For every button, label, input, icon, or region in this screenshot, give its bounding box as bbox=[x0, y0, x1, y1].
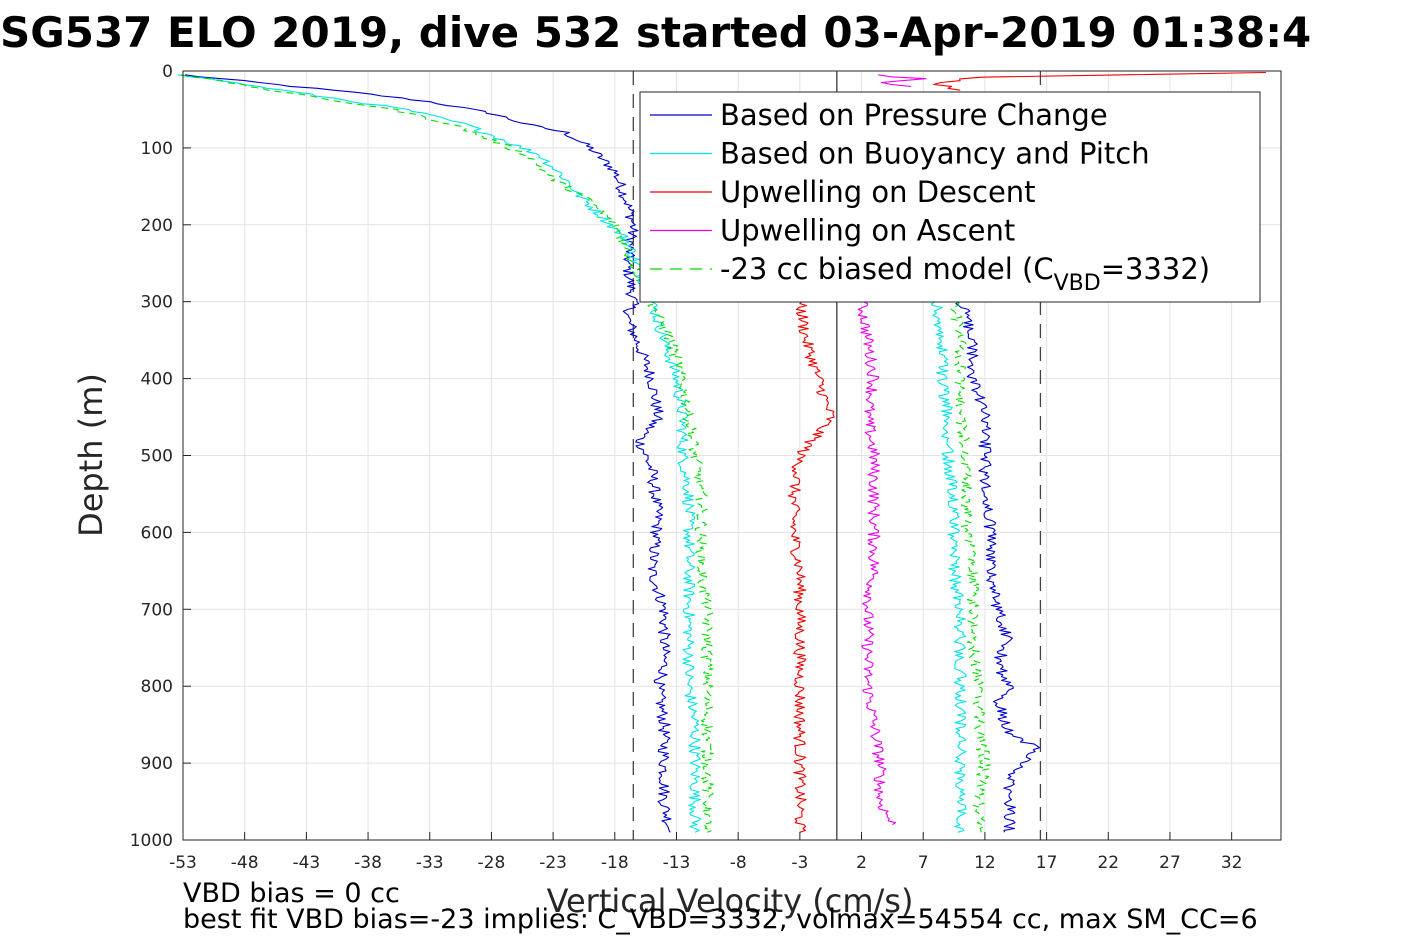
series-upwelling-descent-top bbox=[933, 71, 1266, 91]
x-tick-label: -23 bbox=[539, 853, 567, 873]
x-tick-label: 7 bbox=[918, 853, 929, 873]
series-buoyancy-pitch-descent bbox=[177, 74, 702, 833]
x-tick-label: -13 bbox=[663, 853, 691, 873]
legend-label: Based on Buoyancy and Pitch bbox=[720, 137, 1150, 171]
series-biased-model-descent bbox=[180, 74, 714, 833]
x-tick-labels: -53 -48 -43 -38 -33 -28 -23 -18 -13 -8 -3 2 7 12 17 22 2… bbox=[169, 853, 1242, 873]
legend-label: Upwelling on Descent bbox=[720, 175, 1036, 209]
y-tick-label: 800 bbox=[141, 677, 173, 697]
series-pressure-change-ascent bbox=[955, 301, 1040, 833]
y-tick-label: 0 bbox=[162, 62, 173, 82]
y-tick-label: 700 bbox=[141, 600, 173, 620]
legend-label-prefix: -23 cc biased model (C bbox=[720, 252, 1054, 286]
grid bbox=[182, 70, 1281, 841]
chart-title: SG537 ELO 2019, dive 532 started 03-Apr-… bbox=[0, 8, 1311, 57]
x-axis-label: Vertical Velocity (cm/s) bbox=[547, 882, 914, 920]
x-tick-label: -28 bbox=[478, 853, 506, 873]
x-tick-label: -48 bbox=[231, 853, 259, 873]
y-tick-label: 400 bbox=[141, 370, 173, 390]
y-axis-label: Depth (m) bbox=[72, 373, 110, 537]
plot-frame bbox=[182, 70, 1282, 841]
legend-label: Upwelling on Ascent bbox=[720, 214, 1015, 248]
x-tick-label: 27 bbox=[1159, 853, 1181, 873]
y-tick-label: 500 bbox=[141, 447, 173, 467]
legend: Based on Pressure Change Based on Buoyanc… bbox=[639, 91, 1261, 303]
x-tick-label: 12 bbox=[974, 853, 996, 873]
series-upwelling-ascent-ascent bbox=[857, 301, 897, 826]
y-tick-label: 1000 bbox=[130, 831, 173, 851]
legend-label-suffix: =3332) bbox=[1101, 252, 1210, 286]
legend-label: -23 cc biased model (CVBD=3332) bbox=[720, 252, 1210, 296]
x-tick-label: -33 bbox=[416, 853, 444, 873]
y-tick-labels: 0 100 200 300 400 500 600 700 800 900 1000 bbox=[130, 62, 173, 851]
legend-box bbox=[639, 91, 1261, 303]
y-tick-label: 100 bbox=[141, 139, 173, 159]
y-tick-label: 300 bbox=[141, 293, 173, 313]
x-tick-label: 17 bbox=[1036, 853, 1058, 873]
x-tick-label: -8 bbox=[730, 853, 747, 873]
series-upwelling-descent-descent bbox=[787, 301, 835, 833]
x-tick-label: 22 bbox=[1097, 853, 1119, 873]
legend-label-subscript: VBD bbox=[1054, 271, 1101, 296]
vbd-bias-note: VBD bias = 0 cc bbox=[183, 878, 400, 909]
series-upwelling-ascent-top bbox=[878, 74, 927, 87]
y-tick-label: 200 bbox=[141, 216, 173, 236]
x-tick-label: 32 bbox=[1221, 853, 1243, 873]
best-fit-note: best fit VBD bias=-23 implies: C_VBD=333… bbox=[183, 904, 1258, 935]
series-pressure-change-descent bbox=[184, 74, 672, 833]
legend-label: Based on Pressure Change bbox=[720, 98, 1108, 132]
series-layer bbox=[177, 71, 1266, 833]
x-tick-label: -3 bbox=[791, 853, 808, 873]
x-tick-label: -43 bbox=[292, 853, 320, 873]
series-buoyancy-pitch-ascent bbox=[931, 301, 967, 833]
x-tick-label: 2 bbox=[856, 853, 867, 873]
y-tick-label: 600 bbox=[141, 523, 173, 543]
x-tick-label: -38 bbox=[354, 853, 382, 873]
x-tick-label: -18 bbox=[601, 853, 629, 873]
x-tick-label: -53 bbox=[169, 853, 197, 873]
y-tick-label: 900 bbox=[141, 754, 173, 774]
